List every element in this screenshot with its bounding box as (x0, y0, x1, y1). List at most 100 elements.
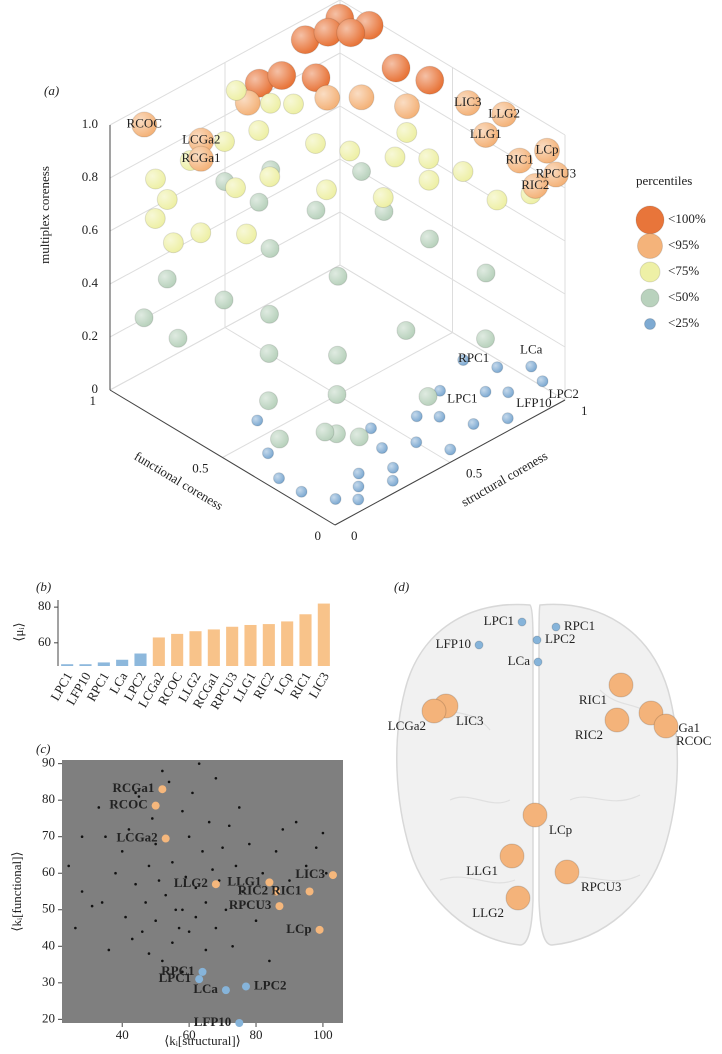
y-tick-label: 1 (90, 393, 97, 408)
data-point (181, 970, 184, 974)
brain-node (604, 707, 630, 733)
point-highlight (502, 412, 514, 424)
point-highlight (353, 468, 365, 479)
y-tick-label: 60 (42, 864, 55, 879)
panel-label: (d) (394, 579, 409, 594)
point-highlight (261, 239, 279, 258)
data-point (197, 762, 201, 765)
panel-label: (a) (44, 83, 59, 98)
data-point (107, 948, 111, 952)
bar (317, 603, 330, 666)
y-axis-label: ⟨μᵢ⟩ (11, 622, 26, 641)
labeled-point (198, 967, 207, 976)
brain-node (554, 859, 580, 885)
point-highlight (215, 291, 233, 309)
y-tick-label: 0 (315, 528, 322, 543)
point-highlight (169, 329, 187, 348)
point-highlight (502, 386, 514, 398)
labeled-point (221, 986, 230, 995)
point-label: LIC3 (454, 94, 481, 109)
point-label: LIC3 (295, 866, 325, 881)
brain-node-label: LPC2 (545, 631, 575, 646)
data-point (314, 846, 318, 849)
point-label: RPC1 (161, 963, 194, 978)
point-highlight (385, 147, 405, 168)
data-point (167, 780, 171, 784)
point-label: RIC2 (521, 177, 549, 192)
data-point (181, 908, 184, 912)
z-tick-label: 0 (92, 381, 99, 396)
point-highlight (418, 148, 439, 169)
point-highlight (434, 385, 446, 397)
point-highlight (534, 138, 560, 164)
point-highlight (259, 391, 278, 410)
point-highlight (328, 385, 346, 404)
point-highlight (420, 230, 439, 248)
data-point (134, 791, 137, 795)
point-highlight (236, 224, 257, 244)
point-highlight (394, 93, 420, 119)
point-highlight (302, 63, 330, 92)
data-point (321, 831, 325, 835)
legend-label: <100% (668, 211, 706, 226)
point-highlight (543, 162, 569, 188)
brain-node-label: LCGa2 (388, 718, 426, 733)
point-highlight (158, 270, 177, 288)
point-highlight (260, 93, 281, 114)
point-highlight (455, 90, 481, 116)
data-point (194, 915, 198, 919)
x-tick-label: LIC3 (305, 669, 332, 700)
point-highlight (245, 69, 274, 98)
point-highlight (457, 354, 469, 366)
point-label: RPCU3 (536, 166, 576, 181)
point-highlight (291, 25, 320, 54)
data-point (207, 820, 211, 824)
labeled-point (315, 925, 324, 934)
data-point (187, 835, 191, 839)
brain-node (653, 713, 679, 739)
x-tick-label: 100 (313, 1027, 333, 1042)
point-highlight (314, 85, 340, 111)
brain-node-label: LCa (508, 653, 531, 668)
point-highlight (487, 190, 507, 210)
legend-marker (635, 205, 665, 235)
point-highlight (522, 173, 548, 199)
point-highlight (507, 148, 533, 174)
point-highlight (270, 430, 289, 448)
bar (299, 614, 312, 666)
point-label: LFP10 (516, 395, 551, 410)
x-axis-label: ⟨kᵢ[structural]⟩ (164, 1033, 241, 1048)
legend-label: <25% (668, 315, 699, 330)
data-point (214, 776, 218, 780)
axis-line (334, 399, 566, 526)
point-highlight (214, 131, 235, 152)
data-point (231, 944, 234, 948)
bar (244, 624, 257, 666)
data-point (194, 886, 198, 890)
grid-line (109, 52, 341, 179)
data-point (201, 850, 204, 853)
brain-node-label: LLG1 (466, 863, 498, 878)
data-point (151, 817, 154, 820)
bar (97, 662, 110, 666)
labeled-point (305, 887, 314, 896)
legend-marker (640, 288, 660, 308)
point-highlight (157, 189, 178, 210)
point-highlight (296, 486, 307, 498)
point-label: LCp (535, 142, 558, 157)
axis-line (109, 389, 336, 526)
x-tick-label: 0 (351, 528, 358, 543)
point-label: RIC1 (506, 152, 534, 167)
z-tick-label: 0.8 (82, 169, 98, 184)
point-label: LPC1 (159, 970, 192, 985)
legend-label: <50% (668, 289, 699, 304)
data-point (171, 941, 174, 944)
point-highlight (260, 305, 279, 324)
data-point (161, 959, 164, 963)
point-highlight (330, 493, 341, 505)
point-highlight (339, 141, 360, 161)
point-highlight (396, 122, 417, 143)
bar (79, 664, 92, 666)
point-highlight (350, 427, 369, 446)
